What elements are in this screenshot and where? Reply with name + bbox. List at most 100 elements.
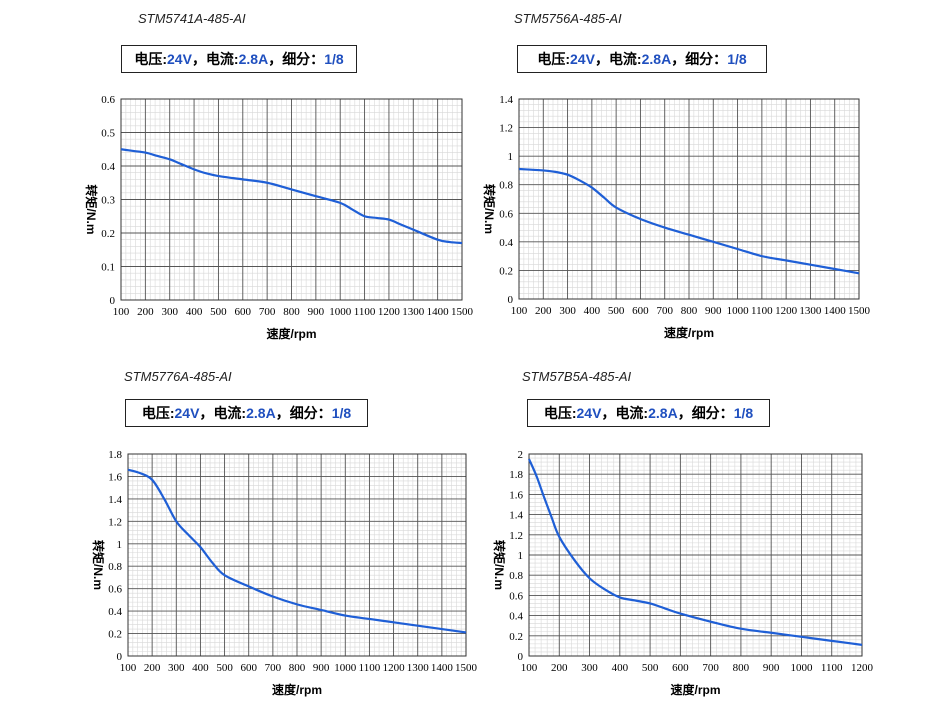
x-tick-label: 1000 — [334, 662, 357, 674]
x-tick-label: 1300 — [402, 306, 425, 318]
y-tick-label: 0.3 — [101, 195, 115, 207]
microstep-value: 1/8 — [727, 51, 747, 67]
y-tick-label: 0.6 — [108, 584, 122, 596]
y-tick-label: 0.4 — [499, 237, 513, 249]
x-axis-label: 速度/rpm — [266, 326, 316, 341]
microstep-value: 1/8 — [331, 405, 352, 421]
y-axis-label: 转矩/N.m — [84, 184, 99, 234]
voltage-value: 24V — [167, 51, 192, 67]
x-tick-label: 1200 — [378, 306, 401, 318]
separator: ， — [677, 405, 692, 421]
x-tick-label: 900 — [308, 306, 325, 318]
torque-curve-line — [527, 458, 863, 646]
y-tick-label: 0.5 — [101, 128, 115, 140]
torque-curve-line — [518, 167, 860, 275]
x-tick-label: 900 — [763, 662, 780, 674]
spec-box-4: 电压:24V，电流:2.8A，细分：1/8 — [527, 399, 770, 427]
x-tick-label: 1100 — [821, 662, 843, 674]
voltage-value: 24V — [576, 405, 602, 421]
x-tick-label: 900 — [313, 662, 330, 674]
x-tick-label: 1400 — [824, 305, 847, 317]
x-tick-label: 600 — [632, 305, 649, 317]
current-label: 电流: — [615, 405, 649, 421]
voltage-label: 电压: — [134, 51, 168, 67]
y-tick-label: 1.2 — [108, 516, 122, 528]
separator: ， — [671, 51, 686, 67]
y-tick-label: 0.2 — [108, 629, 122, 641]
x-tick-label: 500 — [210, 306, 227, 318]
y-tick-label: 1 — [518, 550, 524, 562]
x-tick-label: 200 — [144, 662, 161, 674]
plot-frame — [518, 98, 860, 300]
y-tick-label: 1.6 — [509, 489, 523, 501]
y-tick-label: 1.8 — [509, 469, 523, 481]
plot-frame — [127, 453, 467, 657]
x-tick-label: 1100 — [354, 306, 376, 318]
y-tick-label: 1.8 — [108, 449, 122, 461]
y-tick-label: 1.4 — [108, 494, 122, 506]
microstep-label: 细分： — [282, 51, 325, 67]
x-tick-label: 700 — [259, 306, 276, 318]
current-value: 2.8A — [246, 405, 276, 421]
y-tick-label: 0.6 — [509, 590, 523, 602]
x-tick-label: 1500 — [451, 306, 474, 318]
x-tick-label: 800 — [681, 305, 698, 317]
y-tick-label: 1 — [508, 151, 514, 163]
separator: ， — [199, 405, 214, 421]
y-tick-label: 0.6 — [101, 94, 115, 106]
x-tick-label: 100 — [511, 305, 528, 317]
y-tick-label: 0.2 — [101, 228, 115, 240]
x-tick-label: 1200 — [851, 662, 874, 674]
x-tick-label: 600 — [240, 662, 257, 674]
separator: ， — [268, 51, 283, 67]
spec-box-3: 电压:24V，电流:2.8A，细分：1/8 — [125, 399, 368, 427]
microstep-label: 细分： — [685, 51, 728, 67]
plot-frame — [528, 453, 863, 657]
chart-group-1: 100 200 300 400 500 600 700 800 900 1000 1100 1200 1… — [84, 94, 474, 341]
y-tick-label: 0.8 — [499, 180, 513, 192]
x-tick-label: 1100 — [751, 305, 773, 317]
torque-curve-line — [120, 148, 463, 245]
x-tick-label: 500 — [642, 662, 659, 674]
x-tick-label: 200 — [137, 306, 154, 318]
x-tick-label: 1000 — [727, 305, 750, 317]
x-tick-label: 100 — [120, 662, 137, 674]
x-tick-label: 300 — [161, 306, 178, 318]
y-tick-label: 0.8 — [509, 570, 523, 582]
x-axis-label: 速度/rpm — [670, 682, 720, 697]
x-axis-label: 速度/rpm — [272, 682, 322, 697]
x-tick-label: 500 — [608, 305, 625, 317]
y-tick-label: 0.4 — [108, 606, 122, 618]
x-tick-label: 1300 — [799, 305, 822, 317]
y-tick-label: 2 — [518, 449, 524, 461]
y-tick-label: 0.2 — [499, 265, 513, 277]
y-axis-label: 转矩/N.m — [91, 540, 106, 590]
chart-group-4: 100 200 300 400 500 600 700 800 900 1000 1100 1200 0… — [492, 449, 874, 697]
chart-group-2: 100 200 300 400 500 600 700 800 900 1000 1100 1200 1… — [482, 94, 871, 340]
voltage-label: 电压: — [543, 405, 577, 421]
x-tick-label: 900 — [705, 305, 722, 317]
y-tick-label: 1 — [117, 539, 123, 551]
x-tick-label: 400 — [584, 305, 601, 317]
x-tick-label: 600 — [672, 662, 689, 674]
current-value: 2.8A — [641, 51, 672, 67]
y-tick-label: 0.4 — [101, 161, 115, 173]
x-tick-label: 200 — [551, 662, 568, 674]
current-label: 电流: — [608, 51, 642, 67]
current-label: 电流: — [213, 405, 247, 421]
y-tick-label: 0.4 — [509, 611, 523, 623]
torque-curve-line — [127, 468, 467, 634]
x-tick-label: 1100 — [359, 662, 381, 674]
voltage-label: 电压: — [537, 51, 571, 67]
y-tick-label: 0.6 — [499, 208, 513, 220]
x-tick-label: 1000 — [790, 662, 813, 674]
separator: ， — [601, 405, 616, 421]
x-tick-label: 1300 — [407, 662, 430, 674]
x-tick-label: 800 — [733, 662, 750, 674]
x-tick-label: 800 — [289, 662, 306, 674]
x-tick-label: 800 — [283, 306, 300, 318]
chart-title-4: STM57B5A-485-AI — [522, 369, 632, 384]
y-axis-label: 转矩/N.m — [492, 540, 507, 590]
x-tick-label: 200 — [535, 305, 552, 317]
microstep-value: 1/8 — [733, 405, 754, 421]
